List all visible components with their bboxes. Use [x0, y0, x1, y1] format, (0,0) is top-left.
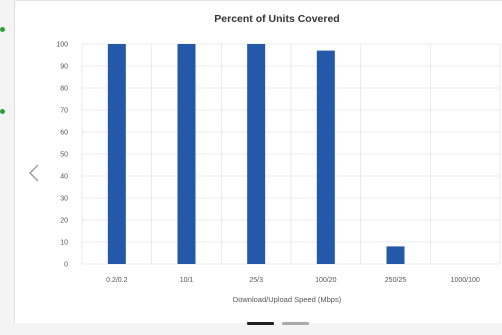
chart-title: Percent of Units Covered [214, 13, 339, 25]
y-tick-label: 30 [60, 196, 68, 203]
x-tick-label: 0.2/0.2 [106, 277, 128, 284]
y-tick-label: 20 [60, 218, 68, 225]
bar-250-25 [386, 246, 405, 264]
bar-25-3 [247, 44, 266, 264]
pager-dash-2[interactable] [282, 322, 309, 325]
y-tick-label: 10 [60, 240, 68, 247]
x-tick-label: 10/1 [180, 277, 194, 284]
y-tick-label: 50 [60, 152, 68, 159]
carousel-pager [247, 322, 309, 328]
y-tick-label: 70 [60, 108, 68, 115]
bar-100-20 [316, 50, 335, 264]
x-tick-label: 250/25 [385, 277, 407, 284]
y-tick-label: 100 [56, 42, 68, 49]
x-axis-ticks: 0.2/0.2 10/1 25/3 100/20 250/25 1000/100 [106, 277, 480, 284]
bar-10-1 [177, 44, 196, 264]
bar-0-2-0-2 [107, 44, 126, 264]
x-tick-label: 1000/100 [451, 277, 480, 284]
pager-dash-1[interactable] [247, 322, 274, 325]
status-dot-icon [0, 109, 5, 114]
status-dot-icon [0, 27, 5, 32]
chevron-left-icon[interactable] [28, 163, 40, 183]
bars [107, 44, 405, 264]
y-axis-ticks: 0 10 20 30 40 50 60 70 80 90 100 [56, 42, 68, 269]
y-tick-label: 80 [60, 86, 68, 93]
y-tick-label: 0 [64, 262, 68, 269]
grid-lines [81, 43, 501, 265]
y-tick-label: 90 [60, 64, 68, 71]
x-tick-label: 100/20 [315, 277, 337, 284]
x-tick-label: 25/3 [249, 277, 263, 284]
x-axis-label: Download/Upload Speed (Mbps) [233, 295, 342, 304]
y-tick-label: 40 [60, 174, 68, 181]
y-tick-label: 60 [60, 130, 68, 137]
